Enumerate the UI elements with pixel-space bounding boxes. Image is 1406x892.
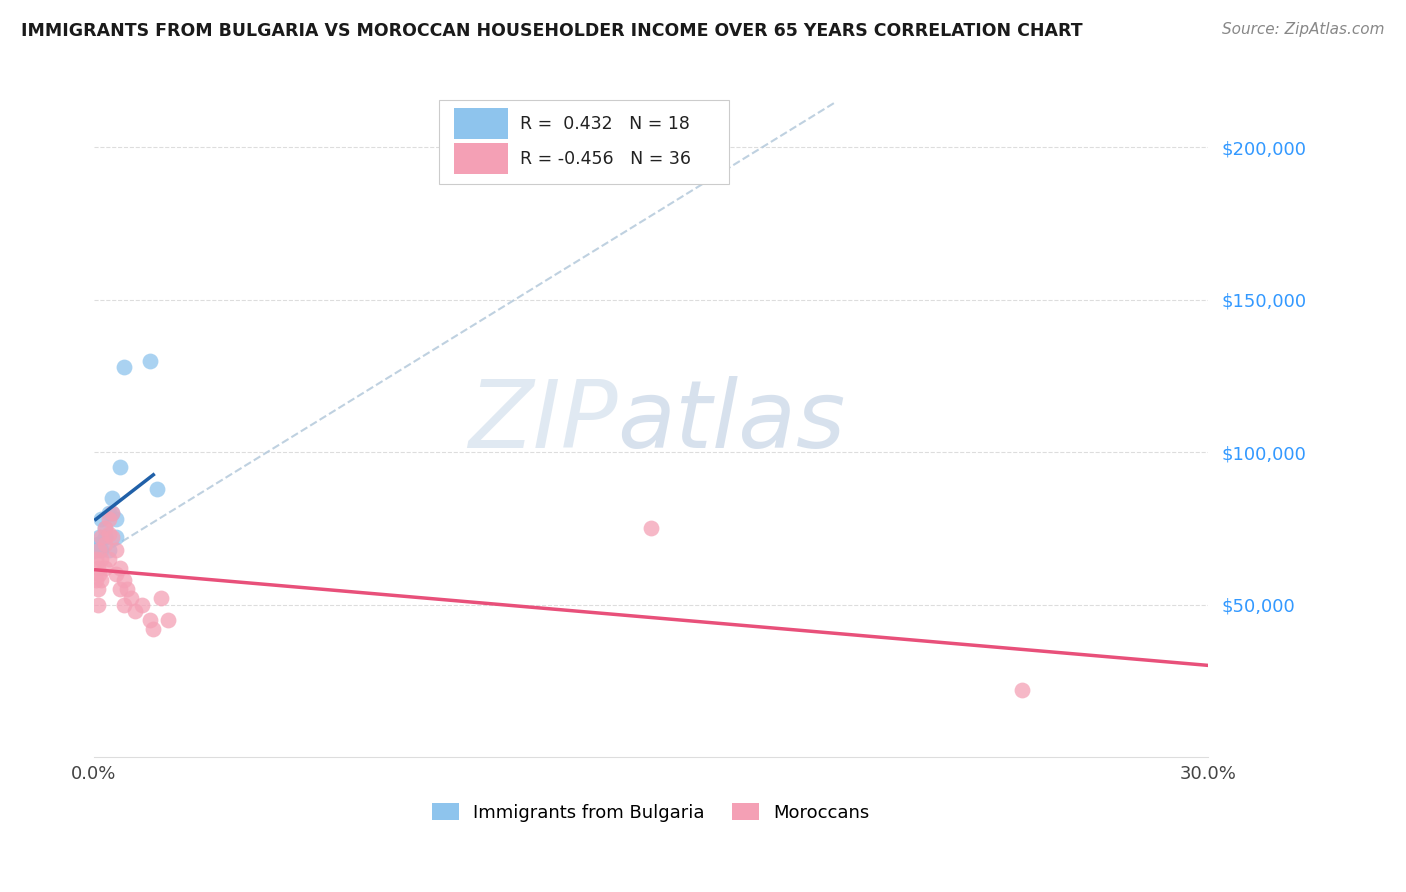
Point	[112, 359, 135, 374]
Point	[90, 573, 112, 587]
FancyBboxPatch shape	[454, 143, 508, 174]
Point	[90, 531, 112, 545]
Point	[90, 542, 112, 557]
Text: atlas: atlas	[617, 376, 845, 467]
Point	[97, 512, 120, 526]
Text: R = -0.456   N = 36: R = -0.456 N = 36	[520, 151, 692, 169]
Point	[86, 582, 108, 597]
Text: IMMIGRANTS FROM BULGARIA VS MOROCCAN HOUSEHOLDER INCOME OVER 65 YEARS CORRELATIO: IMMIGRANTS FROM BULGARIA VS MOROCCAN HOU…	[21, 22, 1083, 40]
Point	[120, 591, 142, 606]
Point	[112, 573, 135, 587]
Point	[89, 542, 111, 557]
Point	[105, 567, 128, 582]
Point	[94, 536, 117, 550]
Point	[105, 531, 128, 545]
Point	[94, 521, 117, 535]
Point	[94, 561, 117, 575]
FancyBboxPatch shape	[439, 100, 728, 184]
Point	[108, 561, 131, 575]
Point	[84, 573, 107, 587]
Point	[101, 506, 124, 520]
Point	[97, 506, 120, 520]
FancyBboxPatch shape	[454, 108, 508, 139]
Point	[86, 598, 108, 612]
Point	[90, 551, 112, 566]
Point	[565, 155, 588, 169]
Point	[142, 622, 165, 636]
Point	[97, 542, 120, 557]
Point	[97, 551, 120, 566]
Point	[138, 613, 160, 627]
Point	[94, 531, 117, 545]
Point	[97, 527, 120, 541]
Point	[90, 512, 112, 526]
Point	[149, 591, 172, 606]
Point	[1011, 682, 1033, 697]
Point	[84, 542, 107, 557]
Point	[86, 536, 108, 550]
Point	[101, 491, 124, 505]
Point	[86, 561, 108, 575]
Point	[112, 598, 135, 612]
Point	[94, 521, 117, 535]
Point	[108, 582, 131, 597]
Point	[101, 531, 124, 545]
Point	[101, 506, 124, 520]
Point	[138, 353, 160, 368]
Point	[105, 542, 128, 557]
Point	[108, 460, 131, 475]
Point	[131, 598, 153, 612]
Point	[89, 531, 111, 545]
Text: Source: ZipAtlas.com: Source: ZipAtlas.com	[1222, 22, 1385, 37]
Point	[124, 604, 146, 618]
Point	[89, 567, 111, 582]
Point	[157, 613, 180, 627]
Point	[640, 521, 662, 535]
Point	[84, 551, 107, 566]
Point	[105, 512, 128, 526]
Point	[146, 482, 169, 496]
Point	[117, 582, 139, 597]
Text: R =  0.432   N = 18: R = 0.432 N = 18	[520, 115, 690, 133]
Text: ZIP: ZIP	[468, 376, 617, 467]
Legend: Immigrants from Bulgaria, Moroccans: Immigrants from Bulgaria, Moroccans	[432, 804, 870, 822]
